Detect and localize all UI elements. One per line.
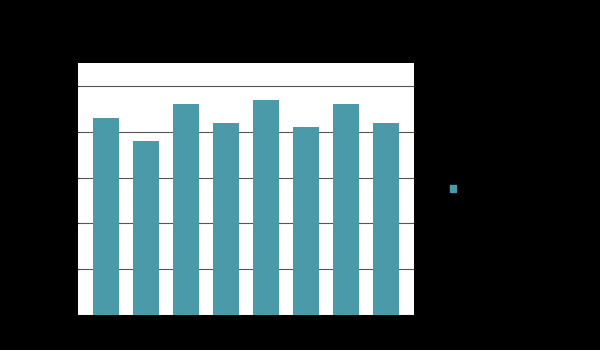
Bar xyxy=(133,141,159,315)
Bar xyxy=(173,104,199,315)
Bar xyxy=(293,127,319,315)
Bar xyxy=(333,104,359,315)
Bar xyxy=(373,122,399,315)
Bar xyxy=(253,100,279,315)
Legend:  xyxy=(446,180,468,198)
Bar xyxy=(93,118,119,315)
Bar xyxy=(213,122,239,315)
